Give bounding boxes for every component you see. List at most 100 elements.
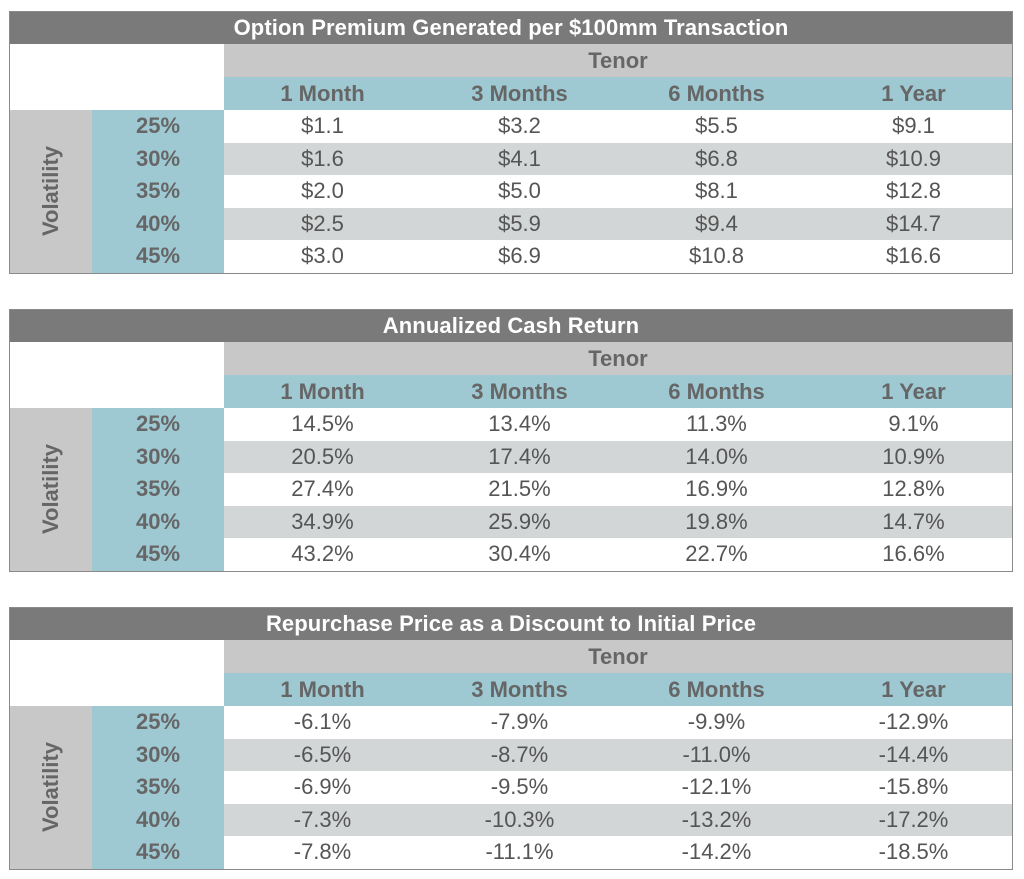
table-row: 34.9% 25.9% 19.8% 14.7%	[224, 505, 1012, 539]
table-cell: -7.9%	[490, 709, 549, 734]
table-cell: 21.5%	[488, 476, 551, 502]
table-cell: -7.3%	[293, 806, 352, 832]
table-cell: 16.6%	[882, 541, 945, 567]
table-cell: $16.6	[885, 243, 942, 269]
row-group-cell: Volatility	[10, 706, 92, 869]
volatility-value: 40%	[135, 508, 181, 534]
volatility-value: 35%	[135, 476, 181, 502]
table-body: 14.5% 13.4% 11.3% 9.1% 20.5% 17.4% 14.0%…	[224, 408, 1012, 571]
column-header-row: 1 Month 3 Months 6 Months 1 Year	[224, 375, 1012, 408]
column-header: 3 Months	[471, 677, 568, 702]
table-body: $1.1 $3.2 $5.5 $9.1 $1.6 $4.1 $6.8 $10.9…	[224, 110, 1012, 273]
table-title: Repurchase Price as a Discount to Initia…	[10, 608, 1012, 640]
table-cell: -13.2%	[681, 806, 752, 832]
table-row: $1.1 $3.2 $5.5 $9.1	[224, 110, 1012, 143]
table-body: -6.1% -7.9% -9.9% -12.9% -6.5% -8.7% -11…	[224, 706, 1012, 869]
table-cell: $14.7	[885, 210, 942, 236]
table-cell: $6.8	[695, 145, 738, 171]
table-cell: -18.5%	[878, 839, 949, 865]
table-cell: $2.0	[301, 178, 344, 204]
table-cell: -8.7%	[490, 741, 549, 767]
volatility-value: 25%	[135, 113, 181, 138]
table-cell: 10.9%	[882, 443, 945, 469]
table-title: Annualized Cash Return	[10, 310, 1012, 342]
column-header-row: 1 Month 3 Months 6 Months 1 Year	[224, 77, 1012, 110]
table-cell: 22.7%	[685, 541, 748, 567]
table-cell: $5.0	[498, 178, 541, 204]
row-group-cell: Volatility	[10, 408, 92, 571]
table-cell: -9.5%	[490, 774, 549, 800]
row-group-cell: Volatility	[10, 110, 92, 273]
table-cell: 12.8%	[882, 476, 945, 502]
column-header: 1 Year	[881, 379, 946, 404]
table-row: 27.4% 21.5% 16.9% 12.8%	[224, 473, 1012, 506]
column-header: 3 Months	[471, 379, 568, 404]
volatility-value: 25%	[135, 411, 181, 436]
volatility-value: 30%	[135, 443, 181, 469]
table-cell: 9.1%	[888, 411, 939, 436]
table-row: 43.2% 30.4% 22.7% 16.6%	[224, 538, 1012, 571]
volatility-value: 45%	[135, 243, 181, 269]
volatility-column: 25% 30% 35% 40% 45%	[92, 110, 224, 273]
tenor-header: Tenor	[224, 44, 1012, 77]
table-cell: -6.9%	[293, 774, 352, 800]
table-cell: 34.9%	[291, 508, 354, 534]
table-cell: 14.5%	[291, 411, 354, 436]
column-header: 1 Month	[280, 677, 365, 702]
table-cell: 11.3%	[686, 411, 747, 436]
table-cell: $2.5	[301, 210, 344, 236]
table-cell: 16.9%	[685, 476, 748, 502]
table-row: -7.8% -11.1% -14.2% -18.5%	[224, 836, 1012, 869]
column-header: 1 Month	[280, 379, 365, 404]
table-cell: $5.5	[695, 113, 738, 138]
volatility-value: 35%	[135, 774, 181, 800]
table-cell: -7.8%	[293, 839, 352, 865]
table-cell: $3.2	[498, 113, 541, 138]
column-header: 1 Year	[881, 81, 946, 106]
table-cell: -11.1%	[485, 839, 554, 865]
table-cell: $12.8	[885, 178, 942, 204]
table-row: $3.0 $6.9 $10.8 $16.6	[224, 240, 1012, 273]
table-cell: -9.9%	[687, 709, 746, 734]
table-cell: 19.8%	[685, 508, 748, 534]
table-cell: -11.0%	[682, 741, 751, 767]
table-cell: 14.0%	[685, 443, 748, 469]
table-cell: 20.5%	[291, 443, 354, 469]
table-cell: -14.2%	[681, 839, 752, 865]
table-row: 14.5% 13.4% 11.3% 9.1%	[224, 408, 1012, 441]
tenor-header: Tenor	[224, 342, 1012, 375]
volatility-value: 45%	[135, 541, 181, 567]
table-row: -7.3% -10.3% -13.2% -17.2%	[224, 803, 1012, 837]
row-group-label: Volatility	[38, 741, 63, 833]
table-cell: 14.7%	[882, 508, 945, 534]
table-row: -6.9% -9.5% -12.1% -15.8%	[224, 771, 1012, 804]
table-cell: $10.9	[885, 145, 942, 171]
table-cell: $3.0	[301, 243, 344, 269]
table-cell: $9.1	[892, 113, 935, 138]
volatility-value: 30%	[135, 145, 181, 171]
table-row: 20.5% 17.4% 14.0% 10.9%	[224, 440, 1012, 474]
volatility-column: 25% 30% 35% 40% 45%	[92, 706, 224, 869]
table-cell: $8.1	[695, 178, 738, 204]
column-header: 6 Months	[668, 677, 765, 702]
volatility-value: 45%	[135, 839, 181, 865]
volatility-value: 35%	[135, 178, 181, 204]
table-cell: -17.2%	[878, 806, 949, 832]
cash-return-table: Annualized Cash Return Tenor 1 Month 3 M…	[9, 309, 1013, 572]
table-row: $2.5 $5.9 $9.4 $14.7	[224, 207, 1012, 241]
table-cell: -12.9%	[878, 709, 949, 734]
table-cell: $10.8	[688, 243, 745, 269]
table-cell: $9.4	[695, 210, 738, 236]
table-cell: 17.4%	[488, 443, 551, 469]
column-header: 1 Month	[280, 81, 365, 106]
repurchase-discount-table: Repurchase Price as a Discount to Initia…	[9, 607, 1013, 870]
table-cell: 30.4%	[488, 541, 551, 567]
tenor-header: Tenor	[224, 640, 1012, 673]
row-group-label: Volatility	[38, 145, 63, 237]
table-cell: -6.5%	[293, 741, 352, 767]
table-cell: -12.1%	[681, 774, 752, 800]
column-header: 3 Months	[471, 81, 568, 106]
table-row: $1.6 $4.1 $6.8 $10.9	[224, 142, 1012, 176]
column-header: 6 Months	[668, 81, 765, 106]
table-cell: $1.6	[301, 145, 344, 171]
